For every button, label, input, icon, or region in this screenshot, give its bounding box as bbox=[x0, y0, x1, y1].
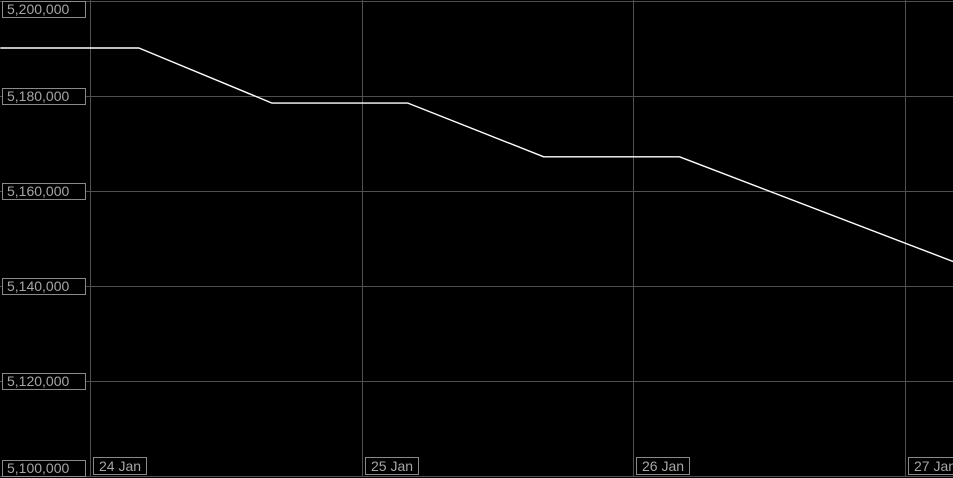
x-axis-tick-label: 25 Jan bbox=[365, 457, 420, 475]
y-axis-tick-label: 5,120,000 bbox=[2, 372, 86, 390]
y-axis-tick-label: 5,180,000 bbox=[2, 87, 86, 105]
x-axis-tick-label: 27 Jan bbox=[908, 457, 953, 475]
y-axis-tick-label: 5,200,000 bbox=[2, 1, 86, 18]
x-axis-tick-label: 26 Jan bbox=[636, 457, 691, 475]
y-axis-tick-label: 5,140,000 bbox=[2, 277, 86, 295]
x-axis-tick-label: 24 Jan bbox=[93, 457, 148, 475]
y-axis-tick-label: 5,160,000 bbox=[2, 182, 86, 200]
y-axis-tick-label: 5,100,000 bbox=[2, 460, 86, 477]
data-line bbox=[0, 47, 953, 263]
